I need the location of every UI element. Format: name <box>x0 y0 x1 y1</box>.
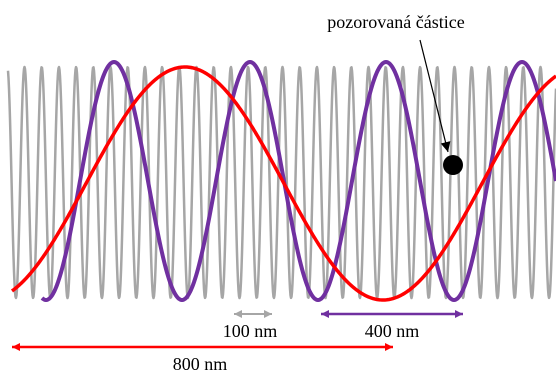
dimension-label-800nm: 800 nm <box>173 354 228 374</box>
particle-dot <box>443 155 463 175</box>
dimension-label-400nm: 400 nm <box>365 321 420 341</box>
medium-wave-400nm <box>40 60 556 302</box>
long-wave-800nm <box>10 65 556 302</box>
particle-pointer-arrow <box>419 39 451 153</box>
dimension-label-100nm: 100 nm <box>223 321 278 341</box>
short-wave-100nm <box>6 65 556 300</box>
particle-label: pozorovaná částice <box>327 12 464 32</box>
